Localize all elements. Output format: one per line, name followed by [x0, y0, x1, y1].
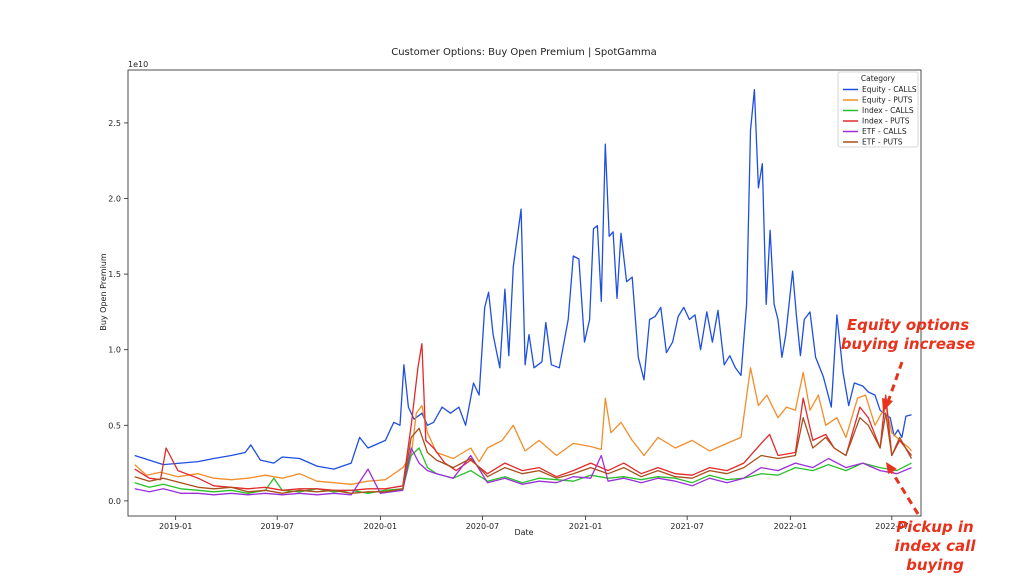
index-arrow-shaft: [890, 471, 920, 515]
legend-entry: ETF - PUTS: [862, 138, 903, 147]
x-tick-label: 2020-07: [466, 522, 499, 531]
x-axis-label: Date: [514, 528, 533, 537]
y-tick-label: 0.5: [108, 421, 121, 430]
legend-entry: Index - CALLS: [862, 106, 914, 115]
series-layer: [134, 89, 913, 496]
y-tick-label: 0.0: [108, 497, 121, 506]
y-axis-label: Buy Open Premium: [99, 253, 108, 331]
series-line-equity-puts: [134, 367, 913, 485]
legend-box: [837, 71, 919, 148]
x-tick-label: 2020-01: [364, 522, 397, 531]
y-tick-label: 1.0: [108, 346, 121, 355]
index-arrow-head: [886, 462, 897, 474]
x-tick-label: 2019-07: [260, 522, 293, 531]
x-tick-label: 2022-07: [875, 522, 908, 531]
annotation-arrows: [882, 361, 920, 515]
legend-title: Category: [861, 74, 896, 83]
y-tick-label: 2.5: [108, 119, 121, 128]
equity-arrow-shaft: [886, 361, 904, 403]
x-tick-label: 2021-07: [670, 522, 703, 531]
legend-entry: Index - PUTS: [862, 117, 910, 126]
legend-entry: Equity - CALLS: [862, 85, 917, 94]
x-tick-label: 2022-01: [774, 522, 807, 531]
y-tick-label: 2.0: [108, 195, 121, 204]
series-line-index-puts: [134, 342, 913, 491]
equity-annotation: Equity options buying increase: [838, 316, 978, 354]
legend-entry: Equity - PUTS: [862, 96, 913, 105]
y-tick-label: 1.5: [108, 270, 121, 279]
x-tick-label: 2019-01: [159, 522, 192, 531]
series-line-etf-puts: [134, 412, 913, 494]
chart-title: Customer Options: Buy Open Premium | Spo…: [391, 47, 657, 58]
series-line-equity-calls: [134, 89, 912, 470]
index-annotation: Pickup in index call buying: [880, 518, 990, 575]
equity-annotation-line-2: buying increase: [840, 335, 976, 353]
x-tick-label: 2021-01: [569, 522, 602, 531]
index-annotation-line-2: index call: [894, 537, 976, 555]
equity-arrow-head: [882, 398, 893, 412]
series-line-etf-calls: [134, 447, 912, 496]
series-line-index-calls: [134, 447, 912, 494]
ticks-layer: 0.0 0.5 1.0 1.5 2.0 2.5 2019-01 2019-07 2020-01 2…: [108, 119, 908, 531]
equity-annotation-line-1: Equity options: [846, 316, 970, 334]
plot-frame: [127, 69, 922, 517]
y-multiplier-label: 1e10: [128, 60, 148, 69]
index-annotation-line-1: Pickup in: [896, 518, 974, 536]
legend-entry: ETF - CALLS: [862, 127, 907, 136]
index-annotation-line-3: buying: [906, 556, 964, 574]
